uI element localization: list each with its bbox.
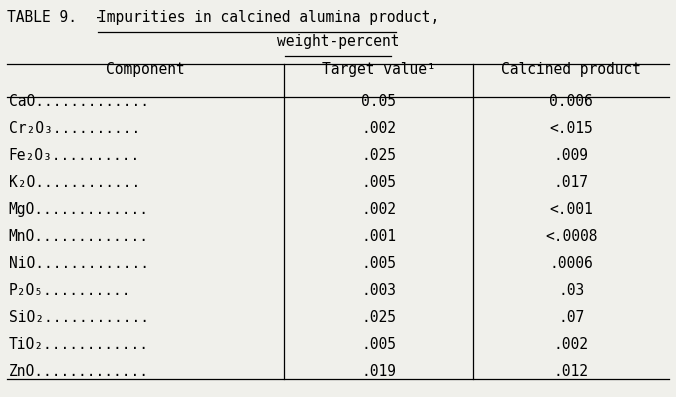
Text: NiO.............: NiO.............: [9, 256, 149, 271]
Text: SiO₂............: SiO₂............: [9, 310, 149, 325]
Text: .005: .005: [361, 175, 396, 190]
Text: Cr₂O₃..........: Cr₂O₃..........: [9, 121, 140, 136]
Text: .07: .07: [558, 310, 584, 325]
Text: <.001: <.001: [550, 202, 593, 217]
Text: .012: .012: [554, 364, 589, 379]
Text: .0006: .0006: [550, 256, 593, 271]
Text: Impurities in calcined alumina product,: Impurities in calcined alumina product,: [99, 10, 439, 25]
Text: 0.006: 0.006: [550, 94, 593, 109]
Text: TiO₂............: TiO₂............: [9, 337, 149, 352]
Text: Target value¹: Target value¹: [322, 62, 435, 77]
Text: .005: .005: [361, 256, 396, 271]
Text: K₂O............: K₂O............: [9, 175, 140, 190]
Text: .025: .025: [361, 148, 396, 163]
Text: 0.05: 0.05: [361, 94, 396, 109]
Text: .009: .009: [554, 148, 589, 163]
Text: MgO.............: MgO.............: [9, 202, 149, 217]
Text: .002: .002: [554, 337, 589, 352]
Text: Component: Component: [106, 62, 185, 77]
Text: .005: .005: [361, 337, 396, 352]
Text: TABLE 9.  -: TABLE 9. -: [7, 10, 112, 25]
Text: .002: .002: [361, 121, 396, 136]
Text: P₂O₅..........: P₂O₅..........: [9, 283, 131, 298]
Text: Fe₂O₃..........: Fe₂O₃..........: [9, 148, 140, 163]
Text: <.0008: <.0008: [545, 229, 598, 244]
Text: .003: .003: [361, 283, 396, 298]
Text: <.015: <.015: [550, 121, 593, 136]
Text: ZnO.............: ZnO.............: [9, 364, 149, 379]
Text: Calcined product: Calcined product: [501, 62, 642, 77]
Text: MnO.............: MnO.............: [9, 229, 149, 244]
Text: .002: .002: [361, 202, 396, 217]
Text: CaO.............: CaO.............: [9, 94, 149, 109]
Text: .001: .001: [361, 229, 396, 244]
Text: .017: .017: [554, 175, 589, 190]
Text: weight-percent: weight-percent: [276, 34, 400, 49]
Text: .019: .019: [361, 364, 396, 379]
Text: .025: .025: [361, 310, 396, 325]
Text: .03: .03: [558, 283, 584, 298]
